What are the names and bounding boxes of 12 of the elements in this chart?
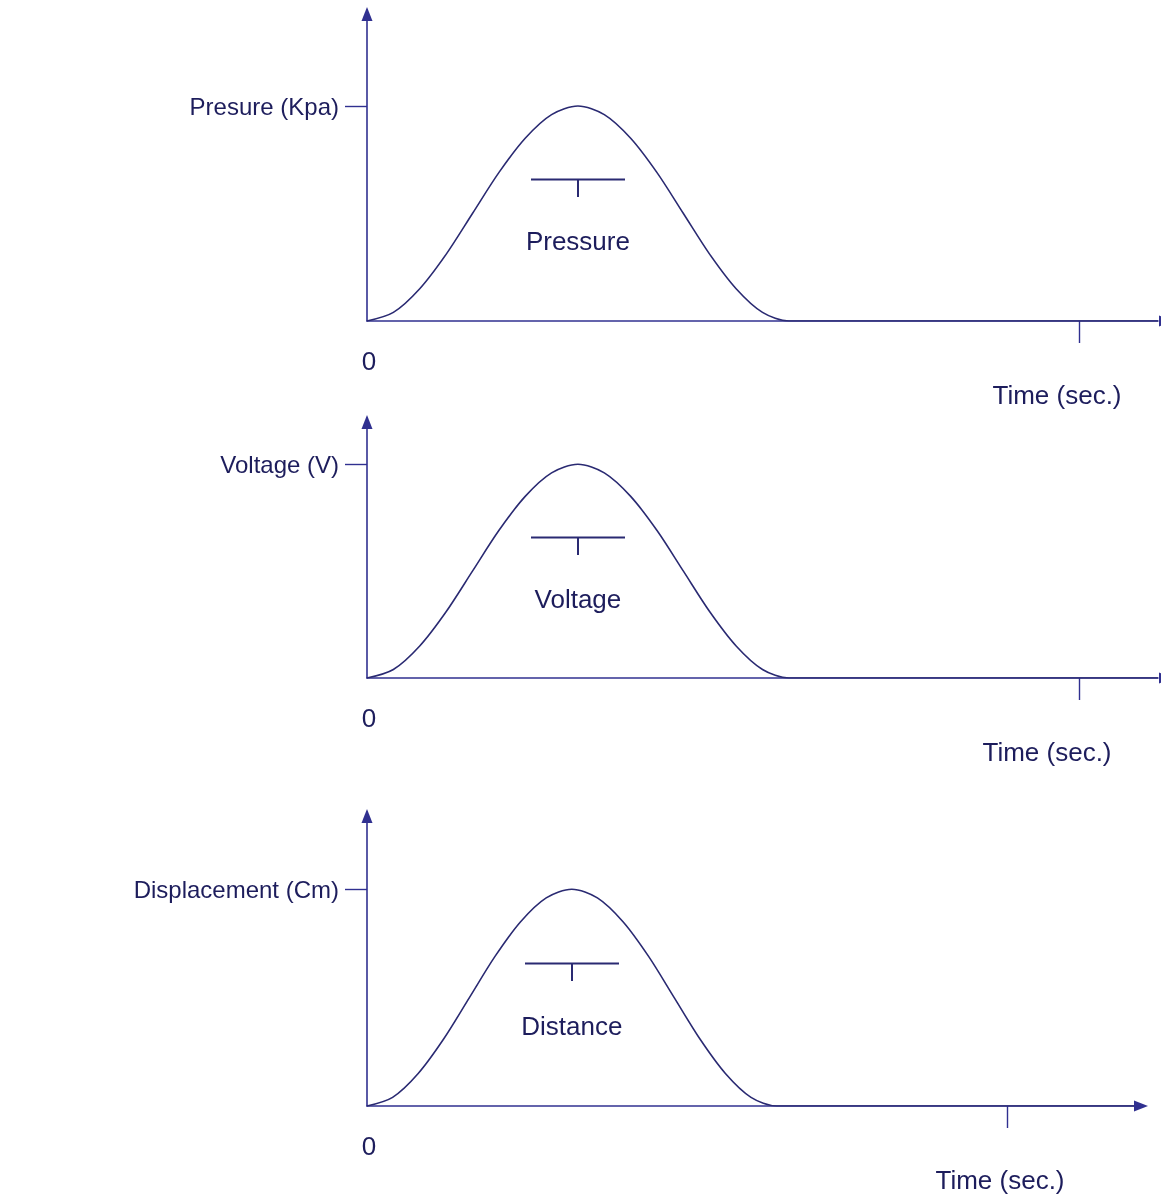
x-axis-title: Time (sec.) xyxy=(982,736,1112,768)
x-axis-title: Time (sec.) xyxy=(935,1164,1065,1194)
y-axis-title: Voltage (V) xyxy=(220,450,339,478)
y-axis-title: Displacement (Cm) xyxy=(133,875,339,903)
y-axis-title: Presure (Kpa) xyxy=(189,92,339,120)
text: 0 xyxy=(361,702,377,734)
x-axis-title: Time (sec.) xyxy=(992,379,1122,411)
annotation: Pressure xyxy=(525,225,630,257)
annotation: Voltage xyxy=(534,583,622,615)
text: 0 xyxy=(361,1130,377,1162)
text: 0 xyxy=(361,345,377,377)
annotation: Distance xyxy=(521,1010,623,1042)
